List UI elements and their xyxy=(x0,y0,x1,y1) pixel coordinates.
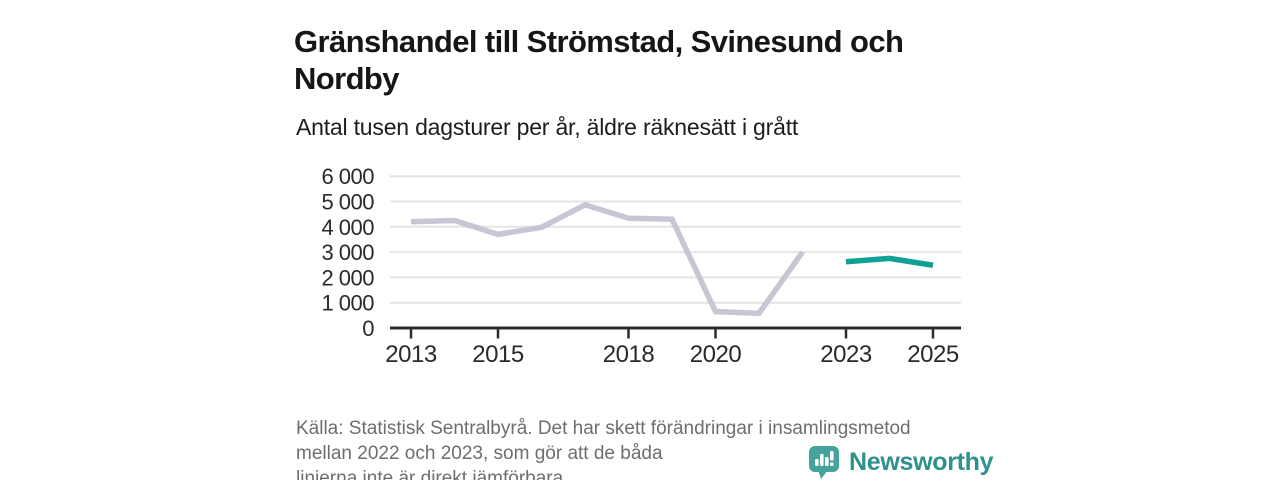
brand-name: Newsworthy xyxy=(849,448,994,476)
newsworthy-logo: Newsworthy xyxy=(808,445,994,480)
y-tick-label: 3 000 xyxy=(321,240,374,265)
x-tick-label: 2020 xyxy=(690,341,742,368)
chart-title: Gränshandel till Strömstad, Svinesund oc… xyxy=(294,23,904,97)
speech-bubble-bar-chart-icon xyxy=(809,446,839,479)
logo-bars xyxy=(815,451,834,466)
y-tick-label: 1 000 xyxy=(321,291,374,316)
y-tick-label: 0 xyxy=(362,316,374,341)
x-tick-label: 2025 xyxy=(907,341,959,368)
y-tick-label: 5 000 xyxy=(321,190,374,215)
source-note: Källa: Statistisk Sentralbyrå. Det har s… xyxy=(296,416,911,480)
chart-title-line-1: Gränshandel till Strömstad, Svinesund oc… xyxy=(294,23,904,59)
series-line-aldre-raknesatt xyxy=(410,201,805,317)
y-tick-label: 4 000 xyxy=(321,215,374,240)
y-tick-label: 6 000 xyxy=(321,164,374,189)
source-note-line-3: linjerna inte är direkt jämförbara. xyxy=(296,468,569,480)
y-tick-label: 2 000 xyxy=(321,265,374,290)
x-tick-label: 2018 xyxy=(603,341,655,368)
chart-subtitle: Antal tusen dagsturer per år, äldre räkn… xyxy=(296,114,799,140)
x-tick-label: 2015 xyxy=(472,341,524,368)
source-note-line-1: Källa: Statistisk Sentralbyrå. Det har s… xyxy=(296,418,911,439)
logo-bubble xyxy=(809,446,839,479)
x-tick-label: 2023 xyxy=(820,341,872,368)
source-note-line-2: mellan 2022 och 2023, som gör att de båd… xyxy=(296,443,663,464)
x-tick-label: 2013 xyxy=(385,341,437,368)
series-line-nytt-raknesatt xyxy=(845,255,934,268)
chart-title-line-2: Nordby xyxy=(294,60,400,96)
